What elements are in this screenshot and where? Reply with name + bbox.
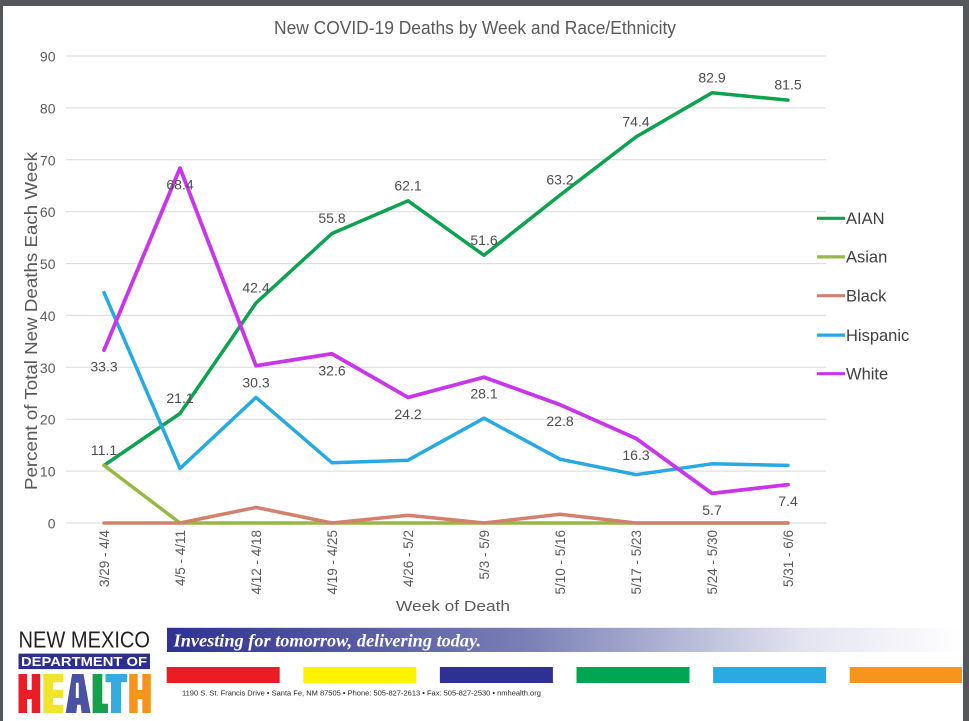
- svg-text:5/31 - 6/6: 5/31 - 6/6: [781, 530, 796, 587]
- svg-text:1190 S. St. Francis Drive • Sa: 1190 S. St. Francis Drive • Santa Fe, NM…: [182, 688, 541, 697]
- svg-text:4/19 - 4/25: 4/19 - 4/25: [325, 530, 340, 595]
- svg-text:90: 90: [40, 49, 56, 65]
- svg-text:40: 40: [40, 308, 56, 324]
- svg-text:81.5: 81.5: [774, 77, 801, 93]
- svg-text:50: 50: [40, 256, 56, 272]
- svg-text:60: 60: [40, 204, 56, 220]
- svg-text:20: 20: [40, 412, 56, 428]
- svg-text:5/17 - 5/23: 5/17 - 5/23: [629, 530, 644, 595]
- svg-text:42.4: 42.4: [242, 280, 269, 296]
- svg-text:AIAN: AIAN: [846, 210, 885, 228]
- svg-text:Week of Death: Week of Death: [396, 598, 510, 615]
- svg-text:4/5 - 4/11: 4/5 - 4/11: [173, 530, 188, 586]
- svg-text:5/24 - 5/30: 5/24 - 5/30: [705, 530, 720, 595]
- svg-text:30.3: 30.3: [242, 374, 269, 390]
- svg-text:Percent of Total New Deaths Ea: Percent of Total New Deaths Each Week: [21, 152, 41, 490]
- svg-text:62.1: 62.1: [394, 177, 421, 193]
- svg-text:0: 0: [48, 516, 56, 532]
- svg-text:55.8: 55.8: [318, 210, 345, 226]
- svg-text:Hispanic: Hispanic: [846, 327, 909, 345]
- svg-text:74.4: 74.4: [622, 113, 649, 129]
- svg-text:80: 80: [40, 100, 56, 116]
- svg-text:32.6: 32.6: [318, 362, 345, 378]
- svg-text:NEW MEXICO: NEW MEXICO: [19, 627, 151, 653]
- svg-text:4/12 - 4/18: 4/12 - 4/18: [249, 530, 264, 595]
- svg-text:24.2: 24.2: [394, 406, 421, 422]
- svg-text:5.7: 5.7: [702, 502, 722, 518]
- svg-text:Investing for tomorrow, delive: Investing for tomorrow, delivering today…: [173, 630, 482, 650]
- svg-text:21.1: 21.1: [166, 390, 193, 406]
- svg-text:70: 70: [40, 152, 56, 168]
- svg-text:10: 10: [40, 464, 56, 480]
- svg-text:Asian: Asian: [846, 249, 887, 267]
- svg-text:68.4: 68.4: [166, 177, 193, 193]
- svg-text:16.3: 16.3: [622, 447, 649, 463]
- svg-text:11.1: 11.1: [91, 442, 117, 458]
- svg-text:33.3: 33.3: [90, 359, 117, 375]
- svg-text:51.6: 51.6: [470, 232, 497, 248]
- svg-text:5/3 - 5/9: 5/3 - 5/9: [477, 530, 492, 580]
- svg-text:7.4: 7.4: [778, 493, 798, 509]
- svg-text:28.1: 28.1: [470, 386, 497, 402]
- svg-text:3/29 - 4/4: 3/29 - 4/4: [97, 530, 112, 588]
- svg-text:30: 30: [40, 360, 56, 376]
- svg-text:Black: Black: [846, 287, 887, 305]
- svg-text:4/26 - 5/2: 4/26 - 5/2: [401, 530, 416, 587]
- svg-text:White: White: [846, 365, 888, 383]
- svg-text:63.2: 63.2: [546, 172, 573, 188]
- svg-text:22.8: 22.8: [546, 413, 573, 429]
- svg-text:82.9: 82.9: [698, 69, 725, 85]
- svg-text:5/10 - 5/16: 5/10 - 5/16: [553, 530, 568, 595]
- svg-text:DEPARTMENT OF: DEPARTMENT OF: [21, 654, 147, 669]
- svg-text:New COVID-19 Deaths by Week an: New COVID-19 Deaths by Week and Race/Eth…: [274, 17, 677, 38]
